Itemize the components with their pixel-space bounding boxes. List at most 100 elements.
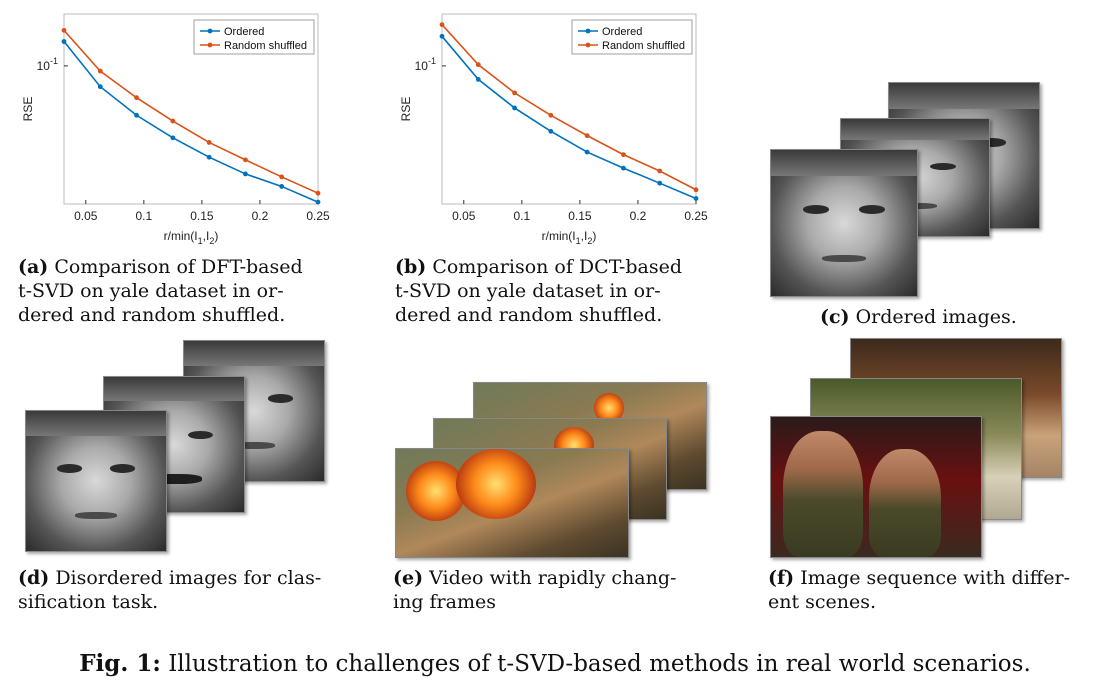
- y-axis-label: RSE: [21, 97, 35, 122]
- chart-a: 0.05 0.1 0.15 0.2 0.25 10-1 RSE r/min(I1,I2) Ord…: [0, 0, 330, 250]
- data-point-ordered: [657, 180, 663, 186]
- video-frame-1: [395, 448, 629, 558]
- scene-images-stack: [770, 338, 1070, 563]
- x-tick-label: 0.25: [306, 209, 330, 223]
- data-point-random-shuffled: [548, 112, 554, 118]
- x-axis-label: r/min(I1,I2): [164, 229, 219, 246]
- caption-b-line-2: t-SVD on yale dataset in or-: [395, 280, 661, 302]
- data-point-ordered: [206, 154, 212, 160]
- data-point-ordered: [548, 128, 554, 134]
- legend-entry: Ordered: [602, 26, 642, 38]
- data-point-random-shuffled: [657, 168, 663, 174]
- firefighter-right: [869, 449, 941, 557]
- caption-d-line-2: sification task.: [18, 591, 159, 613]
- data-point-random-shuffled: [243, 157, 248, 163]
- legend-box: [193, 19, 315, 55]
- x-tick-label: 0.1: [135, 209, 152, 223]
- legend-marker: [585, 42, 591, 48]
- data-point-random-shuffled: [475, 62, 481, 68]
- caption-c-label: (c): [820, 306, 850, 328]
- data-point-random-shuffled: [279, 174, 285, 180]
- data-point-random-shuffled: [61, 27, 67, 33]
- y-tick-label: 10-1: [415, 56, 436, 73]
- x-tick-label: 0.05: [74, 209, 98, 223]
- x-tick-label: 0.25: [684, 209, 708, 223]
- chart-b: 0.05 0.1 0.15 0.2 0.25 10-1 RSE r/min(I1,I2) Ord…: [378, 0, 708, 250]
- legend-box: [571, 19, 693, 55]
- data-point-ordered: [134, 112, 139, 118]
- y-tick-label: 10-1: [37, 56, 58, 73]
- disordered-images-stack: [25, 340, 335, 555]
- scene-image-1: [770, 416, 982, 558]
- data-point-random-shuffled: [621, 152, 626, 158]
- data-point-ordered: [279, 184, 285, 189]
- data-point-ordered: [512, 105, 517, 111]
- caption-e: (e) Video with rapidly chang- ing frames: [393, 566, 733, 614]
- data-point-ordered: [475, 76, 481, 82]
- figure-caption: Fig. 1: Illustration to challenges of t-…: [0, 650, 1110, 677]
- series-line-ordered: [441, 35, 697, 200]
- caption-d-line-1: Disordered images for clas-: [55, 567, 322, 589]
- ordered-images-stack: [770, 82, 1070, 297]
- caption-b-line-1: Comparison of DCT-based: [432, 256, 682, 278]
- caption-c: (c) Ordered images.: [820, 305, 1080, 329]
- data-point-ordered: [315, 199, 321, 205]
- data-point-random-shuffled: [97, 68, 103, 74]
- x-tick-label: 0.15: [568, 209, 592, 223]
- caption-e-line-1: Video with rapidly chang-: [429, 567, 677, 589]
- caption-a-label: (a): [18, 256, 49, 278]
- data-point-random-shuffled: [170, 118, 176, 124]
- figure-caption-text: Illustration to challenges of t-SVD-base…: [168, 651, 1031, 677]
- data-point-ordered: [584, 149, 590, 155]
- data-point-random-shuffled: [439, 22, 445, 28]
- caption-e-label: (e): [393, 567, 424, 589]
- caption-f-line-1: Image sequence with differ-: [800, 567, 1071, 589]
- caption-b-label: (b): [395, 256, 427, 278]
- legend-marker: [207, 28, 213, 34]
- data-point-ordered: [621, 165, 626, 171]
- series-line-ordered: [63, 41, 319, 203]
- x-tick-label: 0.2: [630, 209, 647, 223]
- y-axis-label: RSE: [399, 97, 413, 122]
- firefighter-left: [783, 431, 863, 557]
- x-tick-label: 0.1: [513, 209, 530, 223]
- caption-a-line-1: Comparison of DFT-based: [54, 256, 303, 278]
- caption-e-line-2: ing frames: [393, 591, 496, 613]
- data-point-random-shuffled: [584, 133, 590, 139]
- caption-d: (d) Disordered images for clas- sificati…: [18, 566, 358, 614]
- face-image-1: [770, 149, 918, 297]
- legend-marker: [207, 42, 213, 48]
- caption-b: (b) Comparison of DCT-based t-SVD on yal…: [395, 255, 725, 327]
- caption-a: (a) Comparison of DFT-based t-SVD on yal…: [18, 255, 348, 327]
- caption-b-line-3: dered and random shuffled.: [395, 304, 663, 326]
- data-point-ordered: [97, 84, 103, 90]
- x-tick-label: 0.2: [252, 209, 269, 223]
- video-frames-stack: [395, 382, 715, 562]
- data-point-random-shuffled: [206, 140, 212, 145]
- data-point-ordered: [693, 196, 699, 201]
- caption-f-label: (f): [768, 567, 795, 589]
- caption-a-line-2: t-SVD on yale dataset in or-: [18, 280, 284, 302]
- x-tick-label: 0.15: [190, 209, 214, 223]
- series-line-random-shuffled: [441, 24, 697, 191]
- series-line-random-shuffled: [63, 29, 319, 194]
- data-point-ordered: [61, 39, 67, 44]
- x-tick-label: 0.05: [452, 209, 476, 223]
- data-point-ordered: [170, 135, 176, 141]
- data-point-ordered: [243, 171, 248, 177]
- data-point-ordered: [439, 33, 445, 39]
- data-point-random-shuffled: [693, 187, 699, 193]
- legend-entry: Ordered: [224, 26, 264, 38]
- x-axis-label: r/min(I1,I2): [542, 229, 597, 246]
- caption-f: (f) Image sequence with differ- ent scen…: [768, 566, 1108, 614]
- caption-f-line-2: ent scenes.: [768, 591, 877, 613]
- legend-entry: Random shuffled: [224, 40, 307, 52]
- data-point-random-shuffled: [134, 95, 139, 101]
- legend-entry: Random shuffled: [602, 40, 685, 52]
- caption-c-line-1: Ordered images.: [855, 306, 1017, 328]
- figure-caption-label: Fig. 1:: [79, 650, 161, 677]
- face-image-d1: [25, 410, 167, 552]
- chart-b-svg: 0.05 0.1 0.15 0.2 0.25 10-1 RSE r/min(I1,I2) Ord…: [399, 13, 708, 246]
- data-point-random-shuffled: [315, 190, 321, 196]
- caption-d-label: (d): [18, 567, 50, 589]
